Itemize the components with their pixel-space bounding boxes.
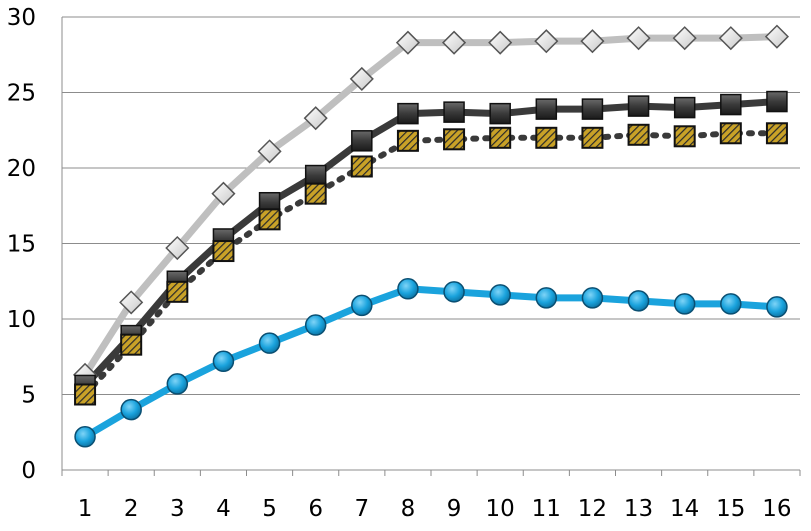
- data-point-s2: [351, 130, 373, 152]
- data-point-s4: [720, 293, 742, 315]
- x-tick-label: 4: [216, 496, 231, 522]
- series-line-3: [82, 130, 780, 398]
- data-point-s4: [766, 296, 788, 318]
- x-tick-label: 3: [170, 496, 185, 522]
- series-line-1: [81, 33, 781, 379]
- y-tick-label: 30: [7, 5, 36, 31]
- series-line-4: [81, 285, 781, 441]
- data-point-s1: [303, 106, 328, 131]
- data-point-s2: [397, 102, 419, 125]
- data-point-s4: [581, 287, 604, 309]
- data-point-s1: [442, 30, 467, 55]
- x-tick-label: 13: [624, 496, 653, 522]
- data-point-s2: [673, 96, 696, 119]
- x-tick-label: 11: [532, 496, 561, 522]
- data-point-s2: [581, 98, 604, 120]
- y-tick-label: 0: [21, 458, 36, 484]
- data-point-s4: [443, 281, 465, 303]
- data-point-s1: [488, 30, 513, 55]
- x-tick-label: 10: [486, 496, 515, 522]
- y-tick-label: 10: [7, 307, 36, 333]
- data-point-s2: [766, 90, 788, 113]
- data-point-s1: [672, 26, 697, 51]
- data-point-s2: [627, 95, 650, 117]
- data-point-s4: [627, 290, 650, 312]
- data-point-s3: [212, 240, 235, 263]
- data-point-s3: [350, 155, 373, 178]
- data-point-s3: [627, 123, 650, 146]
- data-point-s4: [304, 314, 327, 336]
- data-point-s4: [397, 278, 419, 300]
- data-point-s4: [489, 284, 511, 306]
- data-point-s3: [258, 208, 281, 231]
- data-point-s3: [535, 126, 558, 149]
- data-point-s3: [166, 280, 189, 303]
- data-point-s2: [720, 93, 742, 116]
- data-point-s3: [765, 122, 788, 145]
- x-tick-label: 7: [354, 496, 369, 522]
- data-point-s3: [396, 129, 419, 152]
- data-point-s3: [74, 383, 97, 406]
- data-point-s1: [534, 29, 559, 54]
- data-point-s1: [718, 26, 743, 51]
- data-point-s1: [119, 290, 144, 315]
- x-tick-label: 16: [762, 496, 791, 522]
- data-point-s3: [673, 125, 696, 148]
- data-point-s4: [74, 426, 96, 448]
- x-tick-label: 12: [578, 496, 607, 522]
- x-tick-label: 6: [308, 496, 323, 522]
- data-point-s1: [764, 24, 789, 49]
- data-point-s3: [304, 182, 327, 205]
- y-tick-label: 15: [7, 232, 36, 258]
- data-point-s3: [581, 126, 604, 149]
- data-point-s1: [257, 139, 282, 164]
- y-tick-label: 25: [7, 81, 36, 107]
- x-tick-label: 14: [670, 496, 699, 522]
- x-tick-label: 8: [401, 496, 416, 522]
- data-point-s3: [719, 122, 742, 145]
- x-tick-label: 15: [716, 496, 745, 522]
- data-point-s4: [258, 332, 281, 354]
- data-point-s4: [166, 373, 189, 395]
- data-point-s3: [120, 333, 143, 356]
- y-tick-label: 20: [7, 156, 36, 182]
- data-point-s1: [165, 235, 190, 261]
- data-point-s1: [349, 66, 374, 91]
- x-tick-label: 9: [447, 496, 462, 522]
- series-line-2: [81, 98, 781, 389]
- data-point-s4: [351, 294, 373, 317]
- data-point-s1: [211, 181, 236, 206]
- x-tick-label: 2: [124, 496, 139, 522]
- data-point-s3: [443, 128, 466, 151]
- x-tick-label: 1: [78, 496, 93, 522]
- data-point-s1: [395, 30, 420, 55]
- data-point-s4: [673, 293, 696, 315]
- x-tick-label: 5: [262, 496, 277, 522]
- data-point-s2: [489, 102, 511, 125]
- data-point-s1: [626, 26, 651, 51]
- data-point-s4: [212, 350, 235, 373]
- data-point-s2: [535, 98, 558, 120]
- data-point-s4: [535, 287, 558, 309]
- data-point-s2: [304, 164, 327, 187]
- data-point-s1: [580, 29, 605, 54]
- y-tick-label: 5: [21, 383, 36, 409]
- data-point-s3: [489, 126, 512, 149]
- data-point-s2: [443, 101, 465, 123]
- data-point-s4: [120, 398, 142, 421]
